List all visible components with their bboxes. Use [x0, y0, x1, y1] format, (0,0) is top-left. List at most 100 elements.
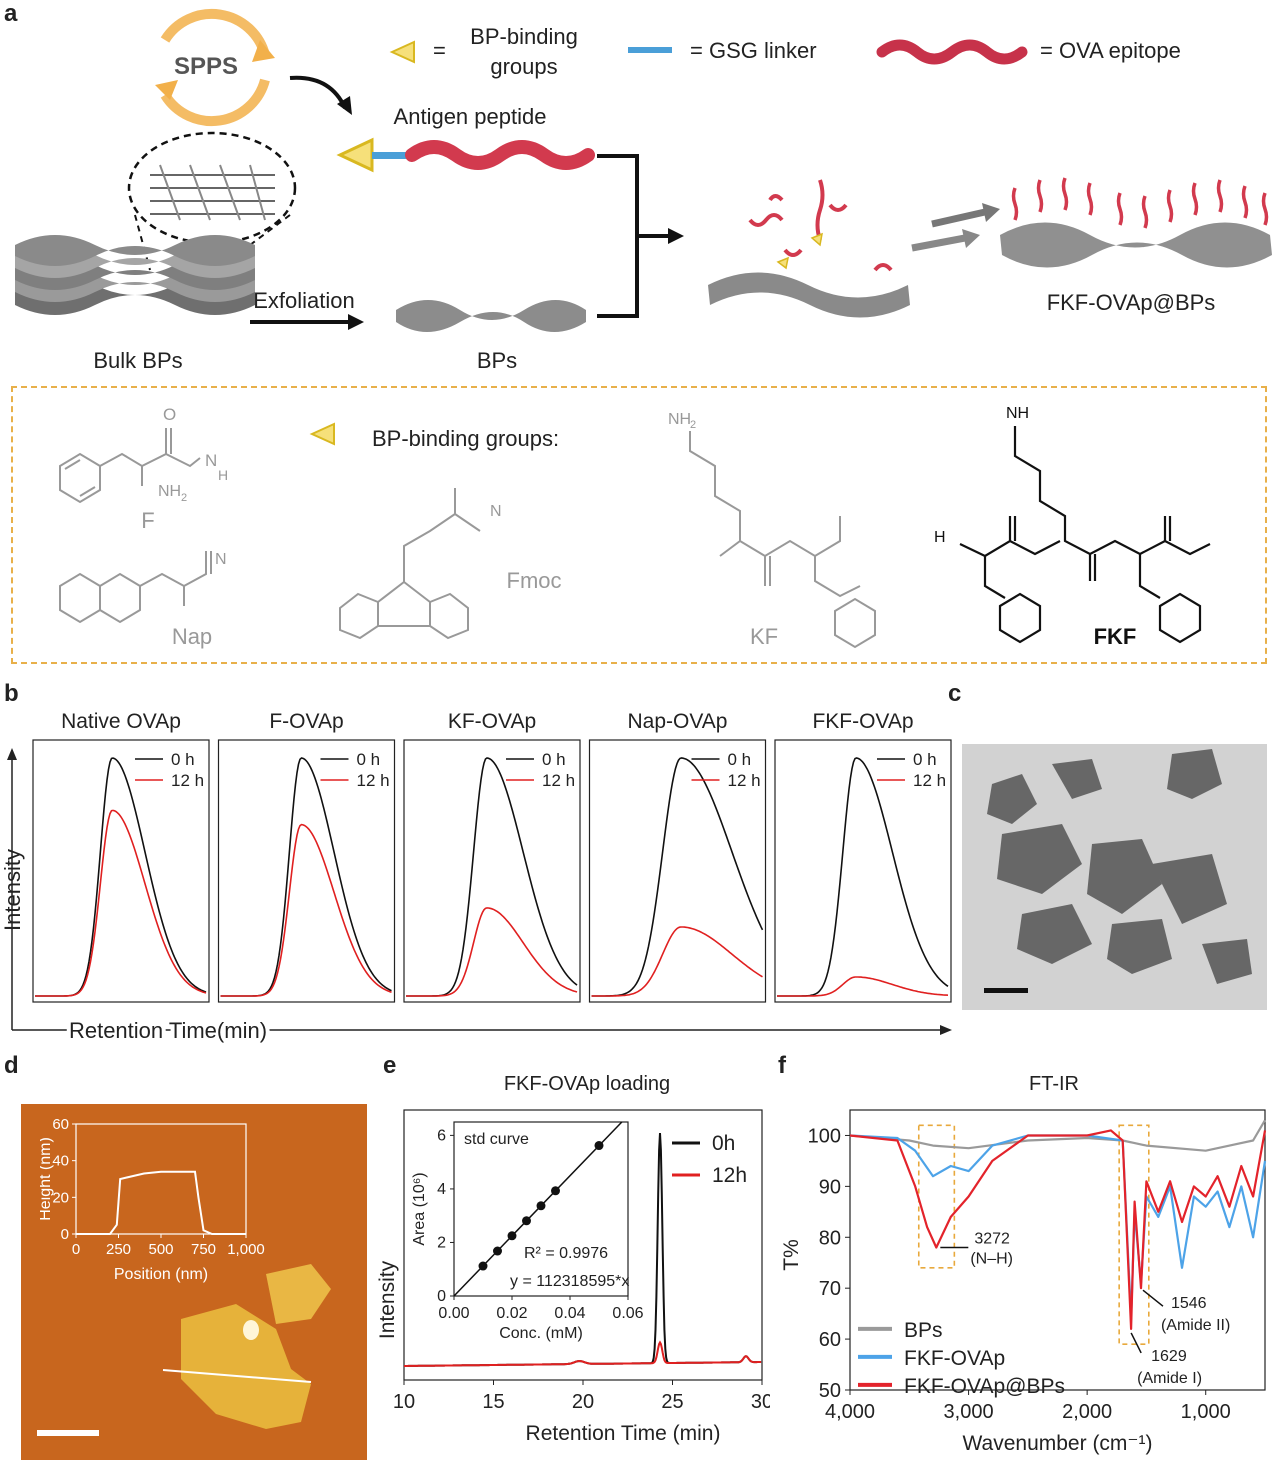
panel-a-diagram: SPPS = BP-binding groups = GSG linker = …: [15, 8, 1272, 373]
std-y-tick-label: 0: [437, 1288, 446, 1305]
legend-label-12h: 12 h: [913, 771, 946, 790]
bp-lattice-icon: [150, 164, 275, 221]
ftir-line: [849, 1119, 1266, 1152]
structure-nap: [59, 551, 212, 624]
legend-label-12h: 12 h: [542, 771, 575, 790]
annot-1546-label: 1546: [1171, 1295, 1207, 1312]
chromatogram-line: [406, 907, 578, 997]
ftir-x-tick-label: 4,000: [825, 1401, 875, 1423]
svg-text:2: 2: [690, 419, 696, 431]
chromatogram-line: [406, 757, 578, 997]
annot-1629-sub: (Amide I): [1137, 1370, 1202, 1387]
ftir-line: [849, 1134, 1267, 1320]
panel-b-chromatograms: Intensity Retention Time(min) Native OVA…: [0, 710, 952, 1047]
label-fmoc: Fmoc: [507, 568, 562, 593]
afm-inset-frame: [75, 1123, 247, 1235]
chromatogram-title: KF-OVAp: [448, 710, 536, 733]
legend-label-0h: 0 h: [542, 750, 566, 769]
exfoliation-label: Exfoliation: [253, 288, 355, 313]
chromatogram-frame: [403, 739, 581, 1003]
std-ylabel: Area (10⁶): [411, 1172, 428, 1245]
chromatogram-frame: [774, 739, 952, 1003]
bp-sheet: [396, 300, 586, 332]
ftir-line: [849, 1129, 1267, 1330]
panel-f-letter: f: [778, 1052, 786, 1079]
structure-kf: [689, 431, 876, 649]
legend-gsg: = GSG linker: [690, 38, 817, 63]
legend-ova-icon: [876, 39, 1028, 65]
chromatogram-line: [777, 757, 949, 997]
label-f: F: [141, 508, 154, 533]
std-point: [536, 1201, 546, 1211]
afm-height-profile: 0 250 500 750 1,000 0 20 40 60 Position (nm) Heigh…: [40, 1116, 265, 1283]
hplc-x-tick-label: 10: [393, 1391, 415, 1413]
svg-text:NH: NH: [1006, 405, 1029, 422]
tem-scale-bar: [984, 988, 1028, 993]
annot-3272-sub: (N–H): [970, 1250, 1013, 1267]
legend-label-0h: 0 h: [357, 750, 381, 769]
hplc-x-tick-label: 15: [482, 1391, 504, 1413]
std-point: [522, 1216, 531, 1226]
ftir-y-tick-label: 100: [808, 1125, 841, 1147]
afm-y-tick-label: 40: [52, 1153, 69, 1170]
ftir-frame: [849, 1109, 1266, 1391]
label-fkf: FKF: [1094, 624, 1137, 649]
svg-text:H: H: [934, 529, 946, 546]
floating-peptides: [748, 179, 893, 272]
afm-x-tick-label: 1,000: [227, 1241, 265, 1258]
afm-x-tick-label: 250: [106, 1241, 131, 1258]
spps-arrow: [289, 75, 347, 109]
bulk-bps-label: Bulk BPs: [93, 348, 182, 373]
ftir-x-tick-label: 3,000: [944, 1401, 994, 1423]
annot-3272-label: 3272: [974, 1230, 1010, 1247]
std-y-tick-label: 6: [437, 1127, 446, 1144]
hplc-ylabel: Intensity: [376, 1260, 399, 1339]
peptide-triangle-icon: [336, 137, 374, 173]
legend-label-12h: 12 h: [171, 771, 204, 790]
panel-b-xlabel: Retention Time(min): [69, 1018, 267, 1043]
std-curve-title: std curve: [464, 1131, 529, 1148]
std-point: [478, 1261, 488, 1271]
chromatogram-frame: [588, 739, 767, 1003]
panel-d-letter: d: [4, 1052, 19, 1079]
annot-arrow-1629: [1130, 1332, 1142, 1354]
afm-ylabel: Height (nm): [40, 1137, 54, 1221]
legend-label-12h: 12 h: [728, 771, 761, 790]
product-sheet: [1000, 222, 1272, 268]
std-x-tick-label: 0.02: [496, 1305, 527, 1322]
legend-label-12h: 12 h: [357, 771, 390, 790]
label-kf: KF: [750, 624, 778, 649]
std-point: [493, 1246, 502, 1256]
bulk-bp-stack: [15, 235, 255, 315]
bps-label: BPs: [477, 348, 517, 373]
annot-arrow-1546: [1142, 1289, 1164, 1307]
label-nap: Nap: [172, 624, 212, 649]
annot-1546-sub: (Amide II): [1161, 1317, 1230, 1334]
chromatogram-line: [591, 926, 763, 997]
std-x-tick-label: 0.00: [438, 1305, 469, 1322]
structure-f: [59, 428, 201, 504]
legend-label-0h: 0 h: [171, 750, 195, 769]
structure-fkf: [959, 426, 1211, 644]
spps-cycle-icon: SPPS: [155, 8, 275, 127]
svg-text:NH: NH: [668, 411, 691, 428]
ftir-x-tick-label: 2,000: [1062, 1401, 1112, 1423]
ftir-legend-label: FKF-OVAp@BPs: [904, 1375, 1065, 1398]
ftir-ylabel: T%: [780, 1239, 803, 1271]
std-point: [594, 1141, 604, 1151]
svg-text:N: N: [490, 503, 502, 520]
product-label: FKF-OVAp@BPs: [1047, 290, 1216, 315]
ftir-y-tick-label: 90: [819, 1176, 841, 1198]
afm-x-tick-label: 0: [72, 1241, 80, 1258]
svg-text:N: N: [215, 551, 227, 568]
afm-profile-curve: [76, 1170, 246, 1235]
chromatogram-line: [777, 976, 949, 997]
heading-triangle-icon: [309, 422, 335, 446]
ftir-y-tick-label: 70: [819, 1278, 841, 1300]
std-r2: R² = 0.9976: [524, 1245, 608, 1262]
std-x-tick-label: 0.06: [612, 1305, 643, 1322]
afm-profile-line: [162, 1369, 312, 1383]
annot-1629-label: 1629: [1151, 1348, 1187, 1365]
afm-x-tick-label: 500: [148, 1241, 173, 1258]
